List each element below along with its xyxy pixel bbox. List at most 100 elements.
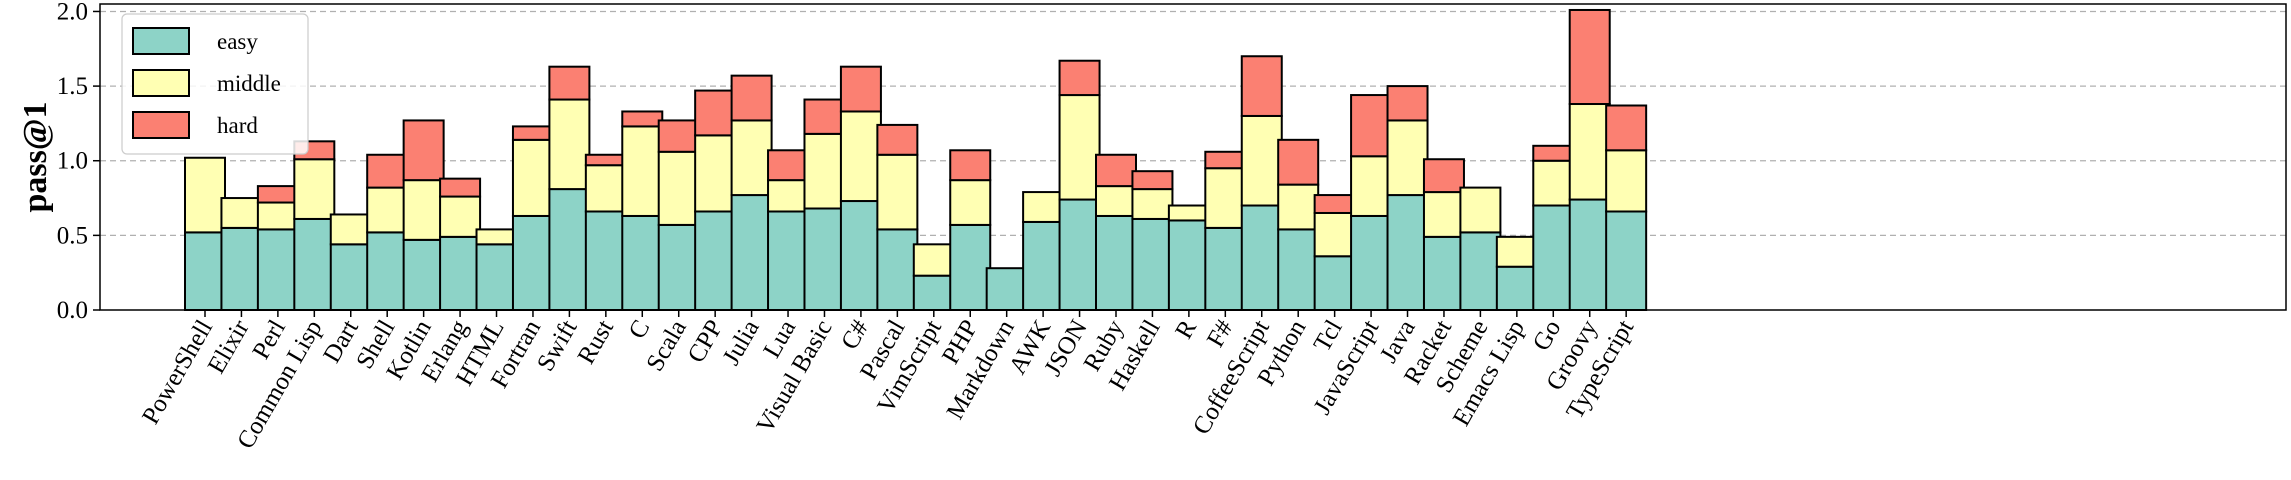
- legend: easy middle hard: [121, 13, 309, 155]
- bar-middle: [1386, 119, 1429, 197]
- bar-middle: [876, 153, 919, 231]
- bar-hard: [876, 123, 919, 156]
- bar-middle: [1568, 103, 1611, 201]
- y-axis: 0.0 0.5 1.0 1.5 2.0: [57, 0, 100, 324]
- bar-hard: [1350, 94, 1393, 158]
- bar-hard: [1277, 138, 1320, 186]
- bar-middle: [912, 243, 955, 277]
- bar-middle: [329, 213, 372, 246]
- bar-hard: [694, 89, 737, 137]
- bar-easy: [803, 207, 846, 311]
- bar-middle: [439, 195, 482, 238]
- x-tick-label: Elixir: [203, 315, 255, 378]
- bar-hard: [949, 149, 992, 182]
- bar-middle: [402, 179, 445, 241]
- bar-easy: [1386, 194, 1429, 311]
- bar-middle: [730, 119, 773, 197]
- bar-easy: [730, 194, 773, 311]
- bar-middle: [184, 156, 226, 234]
- bar-hard: [1532, 144, 1575, 162]
- legend-swatch-hard: [132, 111, 190, 139]
- bar-easy: [876, 228, 919, 312]
- bar-easy: [1058, 198, 1101, 311]
- bar-easy: [511, 214, 554, 311]
- bar-hard: [621, 110, 664, 128]
- bar-easy: [475, 243, 518, 311]
- bar-easy: [1240, 204, 1283, 311]
- bar-middle: [1131, 188, 1174, 220]
- bar-hard: [584, 153, 627, 167]
- bar-easy: [1605, 210, 1648, 311]
- bar-middle: [657, 150, 700, 226]
- bar-hard: [439, 177, 482, 198]
- bar-hard: [803, 98, 846, 135]
- bar-easy: [402, 238, 445, 311]
- bar-easy: [439, 235, 482, 311]
- bar-easy: [949, 223, 992, 311]
- bar-easy: [293, 217, 336, 311]
- bar-middle: [1495, 235, 1538, 268]
- bar-easy: [1313, 255, 1356, 312]
- bar-middle: [1167, 204, 1210, 222]
- bar-easy: [1022, 220, 1065, 311]
- bar-middle: [256, 201, 299, 231]
- bar-easy: [1532, 204, 1575, 311]
- y-tick-label: 0.5: [57, 222, 88, 249]
- bar-middle: [767, 179, 810, 213]
- bar-easy: [1131, 217, 1174, 311]
- bar-hard: [1240, 55, 1283, 117]
- bar-middle: [1532, 159, 1575, 207]
- x-tick-label: CPP: [683, 316, 729, 368]
- legend-label-easy: easy: [217, 29, 258, 54]
- legend-swatch-easy: [132, 27, 190, 55]
- bar-hard: [256, 185, 299, 204]
- bar-easy: [694, 210, 737, 311]
- bar-middle: [1204, 167, 1247, 229]
- bar-middle: [548, 98, 591, 191]
- bar-middle: [803, 132, 846, 210]
- bar-easy: [1568, 198, 1611, 311]
- bar-hard: [1422, 158, 1465, 194]
- legend-label-hard: hard: [217, 113, 258, 138]
- bar-middle: [1459, 186, 1502, 234]
- bar-easy: [767, 210, 810, 311]
- bar-hard: [511, 125, 554, 141]
- bar-hard: [1386, 85, 1429, 122]
- bar-hard: [548, 65, 591, 101]
- bar-hard: [1313, 194, 1356, 214]
- bar-easy: [220, 226, 263, 311]
- bar-middle: [1350, 155, 1393, 217]
- bar-middle: [584, 164, 627, 213]
- bars: [184, 8, 1648, 312]
- x-tick-label: R: [1170, 315, 1202, 343]
- bar-hard: [1131, 170, 1174, 191]
- bar-easy: [329, 243, 372, 311]
- x-tick-label: Swift: [532, 315, 582, 375]
- y-tick-label: 1.0: [57, 148, 88, 175]
- bar-hard: [366, 153, 409, 189]
- y-tick-label: 0.0: [57, 297, 88, 324]
- bar-hard: [1568, 8, 1611, 106]
- bar-middle: [1095, 185, 1137, 217]
- bar-middle: [1277, 183, 1320, 231]
- x-tick-label: Scala: [641, 316, 691, 376]
- bar-easy: [621, 214, 664, 311]
- legend-label-middle: middle: [217, 71, 281, 96]
- bar-hard: [1095, 153, 1137, 188]
- y-tick-label: 2.0: [57, 0, 88, 25]
- bar-hard: [767, 149, 810, 182]
- bar-middle: [220, 197, 263, 229]
- bar-easy: [584, 210, 627, 311]
- bar-easy: [1495, 265, 1538, 311]
- bar-easy: [1095, 214, 1137, 311]
- bar-hard: [730, 74, 773, 122]
- bar-middle: [1022, 191, 1065, 223]
- bar-middle: [839, 110, 882, 203]
- bar-hard: [402, 119, 445, 182]
- bar-easy: [1277, 228, 1320, 312]
- y-tick-label: 1.5: [57, 73, 88, 100]
- bar-middle: [511, 138, 554, 217]
- x-tick-label: Julia: [718, 316, 765, 370]
